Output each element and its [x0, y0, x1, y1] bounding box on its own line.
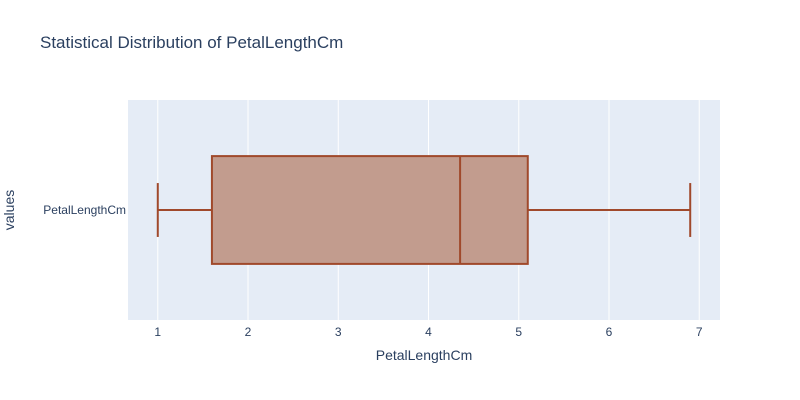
chart-title: Statistical Distribution of PetalLengthC…: [40, 33, 344, 52]
x-tick-label: 6: [606, 325, 613, 339]
y-category-label: PetalLengthCm: [43, 203, 126, 217]
box-layer: [156, 155, 692, 265]
iqr-box: [210, 155, 529, 265]
x-axis-ticks: 1 2 3 4 5 6 7: [154, 325, 702, 339]
x-axis-label: PetalLengthCm: [376, 347, 473, 363]
x-tick-label: 4: [425, 325, 432, 339]
x-tick-label: 2: [245, 325, 252, 339]
x-tick-label: 1: [154, 325, 161, 339]
x-tick-label: 5: [515, 325, 522, 339]
x-tick-label: 7: [696, 325, 703, 339]
y-axis-categories: PetalLengthCm: [43, 203, 126, 217]
x-tick-label: 3: [335, 325, 342, 339]
y-axis-label: values: [1, 190, 17, 230]
